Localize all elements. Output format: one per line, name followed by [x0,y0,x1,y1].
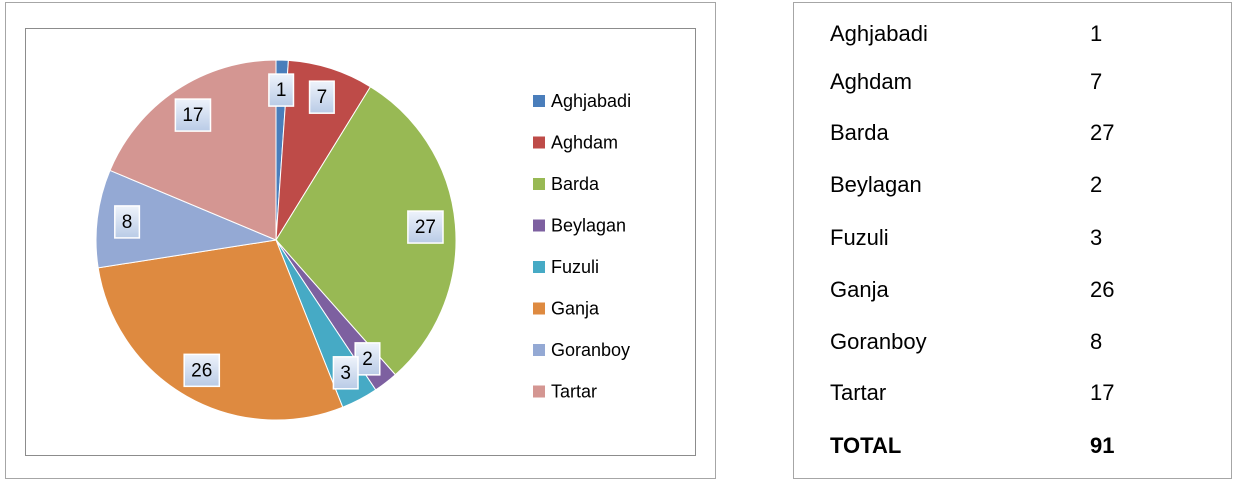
legend-label: Barda [551,174,600,194]
table-total-label: TOTAL [830,433,901,458]
data-label: 27 [407,210,444,244]
table-frame [793,2,1232,479]
data-label-box [174,98,212,132]
legend-swatch [533,95,545,107]
table-value: 2 [1090,172,1102,197]
legend-swatch [533,385,545,398]
table-name: Beylagan [830,172,922,197]
legend-label: Tartar [551,381,597,401]
data-label-text: 26 [191,360,212,381]
pie-slice [275,86,457,376]
table-name: Fuzuli [830,225,889,250]
data-label: 2 [354,342,381,376]
data-label: 7 [308,80,335,114]
data-label-box [268,73,295,107]
pie [95,59,457,421]
table-value: 27 [1090,120,1114,145]
legend-label: Fuzuli [551,257,599,277]
table-value: 3 [1090,225,1102,250]
table-name: Tartar [830,380,886,405]
table-name: Goranboy [830,329,927,354]
table-value: 7 [1090,69,1102,94]
data-label-box [308,80,335,114]
legend-swatch [533,302,545,315]
data-label-text: 17 [182,105,203,126]
legend-swatch [533,344,545,356]
data-label-text: 1 [276,80,287,101]
table-value: 26 [1090,277,1114,302]
data-label-text: 7 [317,87,328,108]
legend-label: Aghjabadi [551,91,631,111]
table-value: 8 [1090,329,1102,354]
data-label: 1 [268,73,295,107]
table-name: Aghjabadi [830,21,928,46]
data-label-text: 2 [362,349,373,370]
pie-slice [95,169,278,269]
legend-label: Goranboy [551,340,630,360]
data-label-text: 8 [122,212,133,233]
table: Aghjabadi 1 Aghdam 7 Barda 27 Beylagan 2 Fuzuli 3… [830,21,1114,458]
legend: Aghjabadi Aghdam Barda Beylagan Fuzuli Ganja G… [533,91,631,401]
legend-swatch [533,219,545,232]
pie-slice [97,239,344,421]
data-label: 3 [332,356,359,390]
data-label-box [332,356,359,390]
data-label-text: 27 [415,217,436,238]
table-value: 1 [1090,21,1102,46]
legend-swatch [533,136,545,149]
data-label-box [183,353,221,388]
data-label-box [407,210,444,244]
data-label-box [114,205,141,239]
legend-swatch [533,178,545,190]
data-label: 8 [114,205,141,239]
legend-label: Beylagan [551,215,626,235]
legend-label: Aghdam [551,132,618,152]
table-name: Aghdam [830,69,912,94]
data-label-box [354,342,381,376]
legend-swatch [533,261,545,273]
data-label: 26 [183,353,221,388]
table-total-value: 91 [1090,433,1114,458]
data-label: 17 [174,98,212,132]
table-value: 17 [1090,380,1114,405]
legend-label: Ganja [551,298,600,318]
pie-slice [109,59,277,241]
table-name: Barda [830,120,889,145]
table-name: Ganja [830,277,889,302]
data-label-text: 3 [340,363,351,384]
